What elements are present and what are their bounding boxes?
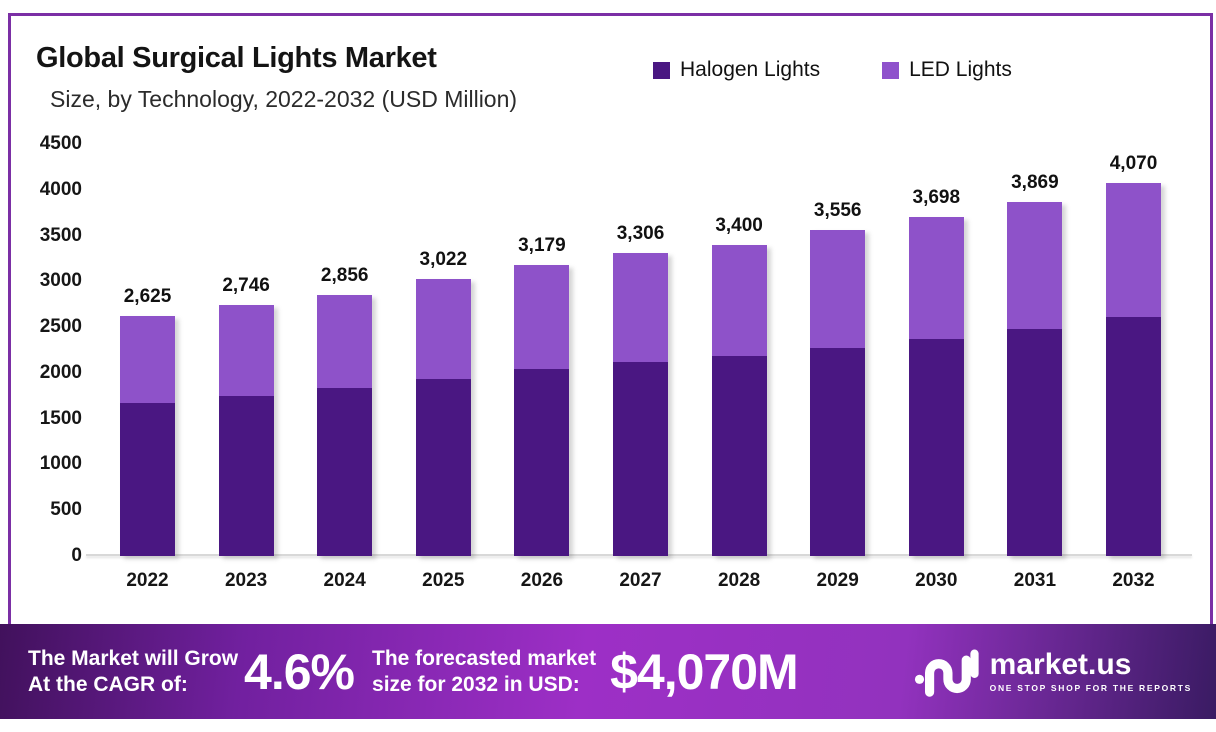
bar-segment-led-2031 [1007, 201, 1063, 330]
x-axis-label-2022: 2022 [126, 570, 169, 591]
bar-segment-halogen-2032 [1106, 317, 1161, 556]
bar-total-label-2028: 3,400 [715, 214, 763, 236]
legend-item-halogen: Halogen Lights [653, 58, 820, 82]
bar-segment-halogen-2030 [908, 339, 964, 556]
bar-segment-led-2029 [810, 230, 866, 348]
x-axis-label-2030: 2030 [915, 570, 958, 591]
bar-2032 [1106, 183, 1161, 556]
y-axis-tick-4000: 4000 [39, 178, 82, 200]
forecast-label: The forecasted market size for 2032 in U… [372, 646, 596, 697]
footer-banner: The Market will Grow At the CAGR of: 4.6… [0, 624, 1216, 719]
bar-total-label-2024: 2,856 [320, 264, 369, 286]
bar-segment-led-2023 [218, 304, 274, 396]
y-axis-tick-0: 0 [71, 545, 82, 566]
bar-segment-halogen-2022 [120, 402, 175, 556]
bar-total-label-2030: 3,698 [912, 187, 961, 209]
bar-total-label-2031: 3,869 [1011, 171, 1059, 193]
x-axis-label-2023: 2023 [224, 570, 268, 591]
bar-total-label-2023: 2,746 [222, 274, 270, 296]
legend-label-led: LED Lights [909, 58, 1012, 81]
legend: Halogen Lights LED Lights [653, 58, 1012, 82]
halogen-swatch-icon [653, 61, 670, 79]
x-axis-label-2029: 2029 [816, 570, 859, 591]
page-subtitle: Size, by Technology, 2022-2032 (USD Mill… [50, 86, 518, 112]
bar-2026 [514, 264, 570, 556]
cagr-label-line2: At the CAGR of: [28, 672, 188, 696]
bar-segment-halogen-2025 [415, 378, 471, 556]
y-axis-tick-1000: 1000 [39, 453, 82, 475]
bar-2031 [1007, 201, 1063, 556]
bar-segment-led-2032 [1106, 183, 1161, 318]
x-axis-label-2025: 2025 [422, 570, 465, 591]
x-axis-label-2026: 2026 [520, 570, 564, 591]
y-axis-tick-2000: 2000 [39, 361, 82, 383]
bar-segment-led-2028 [711, 244, 767, 357]
brand-name: market.us [989, 648, 1132, 681]
forecast-label-line2: size for 2032 in USD: [372, 672, 580, 696]
forecast-value: $4,070M [610, 643, 799, 700]
market-us-logo-icon [914, 649, 979, 697]
x-axis-label-2024: 2024 [323, 570, 366, 591]
bar-2030 [908, 217, 964, 556]
cagr-label-line1: The Market will Grow [28, 646, 239, 670]
bar-segment-led-2026 [514, 264, 570, 370]
y-axis-tick-3500: 3500 [39, 224, 82, 246]
legend-label-halogen: Halogen Lights [680, 58, 821, 81]
x-axis-label-2027: 2027 [619, 570, 662, 591]
bar-total-label-2025: 3,022 [419, 249, 468, 271]
bar-segment-halogen-2026 [514, 369, 570, 556]
bar-total-label-2027: 3,306 [616, 223, 665, 245]
y-axis-tick-2500: 2500 [39, 316, 82, 338]
y-axis-tick-4500: 4500 [39, 133, 82, 154]
y-axis-tick-3000: 3000 [39, 270, 82, 292]
cagr-value: 4.6% [244, 643, 355, 700]
bar-segment-led-2027 [613, 253, 668, 363]
bar-2023 [218, 304, 274, 556]
bar-total-label-2022: 2,625 [123, 285, 172, 307]
x-axis-label-2031: 2031 [1013, 570, 1057, 591]
bar-2025 [415, 279, 471, 556]
bar-2029 [810, 230, 866, 556]
brand-tagline: ONE STOP SHOP FOR THE REPORTS [989, 683, 1192, 693]
bar-2027 [613, 253, 668, 556]
legend-item-led: LED Lights [882, 58, 1012, 82]
x-axis-label-2032: 2032 [1112, 570, 1155, 591]
y-axis-tick-1500: 1500 [39, 407, 82, 429]
bar-total-label-2026: 3,179 [518, 234, 566, 256]
bar-segment-led-2025 [415, 279, 471, 379]
forecast-label-line1: The forecasted market [372, 646, 597, 670]
bar-segment-led-2024 [317, 294, 373, 388]
bar-2024 [317, 294, 373, 556]
bar-total-label-2029: 3,556 [813, 200, 862, 222]
bar-segment-led-2022 [120, 315, 175, 403]
bar-segment-halogen-2029 [810, 347, 866, 556]
brand-text: market.us ONE STOP SHOP FOR THE REPORTS [989, 648, 1192, 694]
y-axis-tick-500: 500 [50, 499, 82, 521]
x-axis-label-2028: 2028 [717, 570, 761, 591]
bar-total-label-2032: 4,070 [1109, 153, 1158, 175]
bar-segment-halogen-2027 [613, 362, 668, 556]
cagr-label: The Market will Grow At the CAGR of: [28, 646, 238, 697]
bar-segment-led-2030 [908, 217, 964, 340]
page-title: Global Surgical Lights Market [36, 42, 437, 74]
brand-block: market.us ONE STOP SHOP FOR THE REPORTS [914, 644, 1198, 700]
bar-segment-halogen-2023 [218, 395, 274, 556]
bar-segment-halogen-2031 [1007, 329, 1063, 556]
bar-2028 [711, 244, 767, 556]
bar-2022 [120, 315, 175, 556]
bar-segment-halogen-2028 [711, 356, 767, 556]
led-swatch-icon [882, 61, 900, 79]
bar-segment-halogen-2024 [317, 387, 373, 556]
